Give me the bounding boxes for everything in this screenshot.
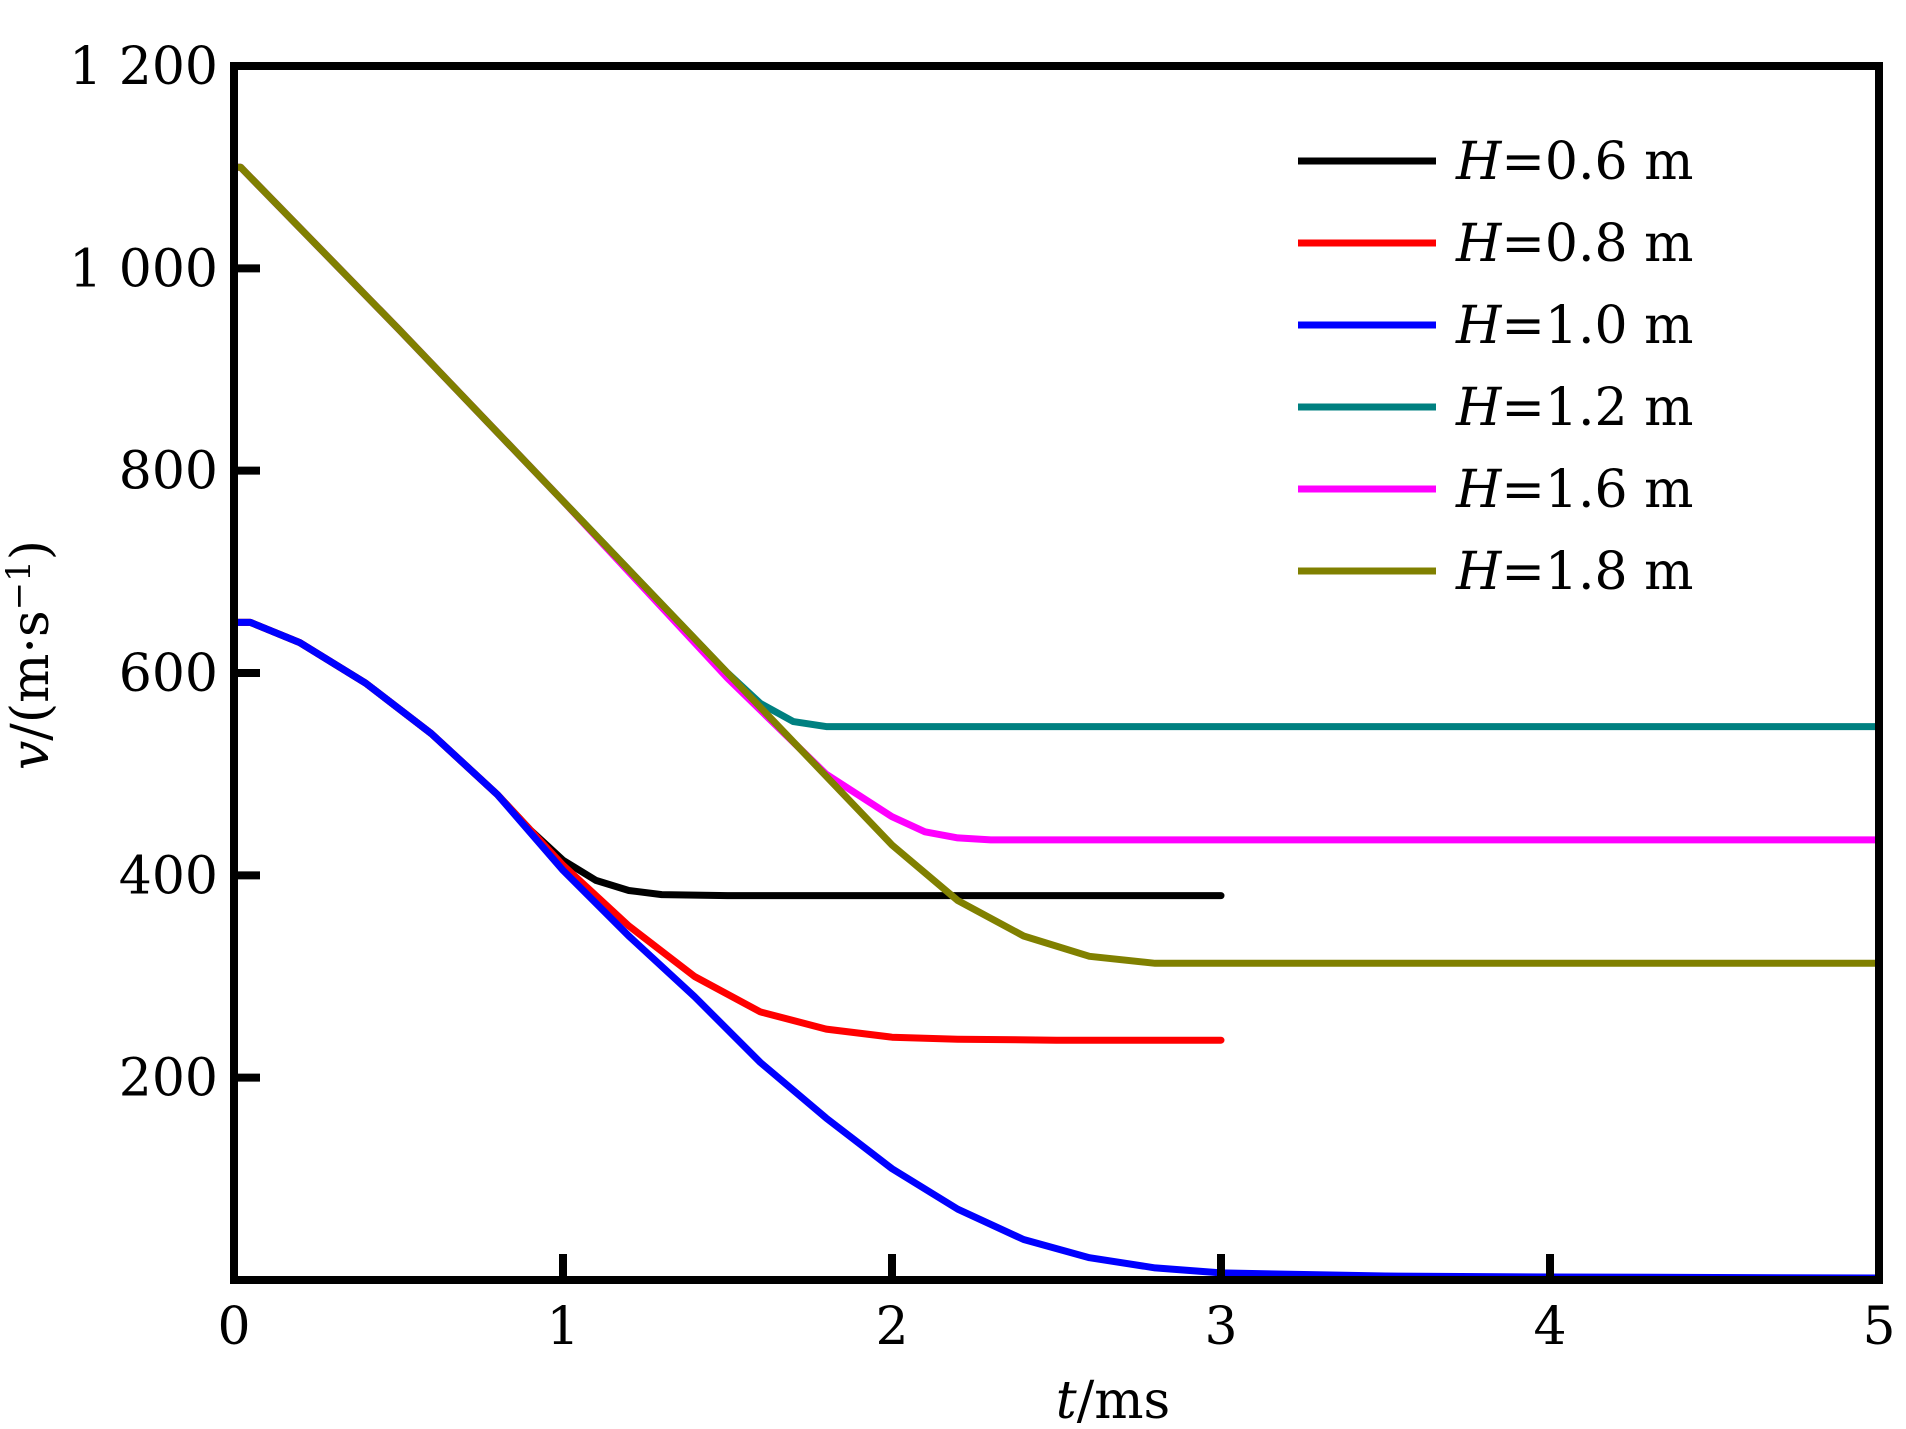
legend-value: =0.8 m bbox=[1501, 214, 1693, 274]
legend-label-5: H=1.6 m bbox=[1455, 460, 1693, 520]
series-line-6 bbox=[234, 163, 1879, 967]
y-tick-label: 400 bbox=[119, 846, 218, 906]
legend-value: =1.8 m bbox=[1501, 542, 1693, 602]
y-axis-unit-prefix: /(m·s bbox=[1, 610, 61, 740]
x-tick-label: 1 bbox=[546, 1297, 579, 1357]
x-tick-label: 2 bbox=[875, 1297, 908, 1357]
y-tick-label: 800 bbox=[119, 442, 218, 502]
legend-variable: H bbox=[1455, 460, 1503, 520]
x-axis: 0 1 2 3 4 5 bbox=[217, 1254, 1896, 1357]
y-axis-unit-exponent: −1 bbox=[0, 560, 39, 610]
y-tick-label: 1 200 bbox=[69, 37, 218, 97]
legend-variable: H bbox=[1455, 132, 1503, 192]
y-axis: 200 400 600 800 1 000 1 200 bbox=[69, 37, 260, 1109]
legend-value: =1.0 m bbox=[1501, 296, 1693, 356]
y-tick-label: 200 bbox=[119, 1049, 218, 1109]
x-axis-unit: /ms bbox=[1077, 1371, 1171, 1429]
x-tick-label: 0 bbox=[217, 1297, 250, 1357]
series-layer bbox=[234, 163, 1879, 1280]
legend-variable: H bbox=[1455, 296, 1503, 356]
legend-variable: H bbox=[1455, 214, 1503, 274]
legend-value: =1.6 m bbox=[1501, 460, 1693, 520]
legend-variable: H bbox=[1455, 378, 1503, 438]
y-axis-title: v/(m·s−1) bbox=[0, 540, 61, 770]
y-axis-unit-suffix: ) bbox=[1, 540, 61, 560]
legend-label-6: H=1.8 m bbox=[1455, 542, 1693, 602]
x-tick-label: 3 bbox=[1204, 1297, 1237, 1357]
y-axis-variable: v bbox=[1, 741, 61, 770]
legend-label-2: H=0.8 m bbox=[1455, 214, 1693, 274]
x-axis-title: t/ms bbox=[1056, 1371, 1170, 1429]
y-tick-label: 600 bbox=[119, 644, 218, 704]
series-line-2 bbox=[234, 618, 1225, 1044]
legend-value: =1.2 m bbox=[1501, 378, 1693, 438]
legend-label-3: H=1.0 m bbox=[1455, 296, 1693, 356]
legend-variable: H bbox=[1455, 542, 1503, 602]
legend-label-1: H=0.6 m bbox=[1455, 132, 1693, 192]
series-line-1 bbox=[234, 618, 1225, 900]
x-tick-label: 4 bbox=[1533, 1297, 1566, 1357]
legend: H=0.6 mH=0.8 mH=1.0 mH=1.2 mH=1.6 mH=1.8… bbox=[1298, 132, 1693, 602]
x-tick-label: 5 bbox=[1862, 1297, 1895, 1357]
series-line-3 bbox=[234, 618, 1879, 1280]
legend-value: =0.6 m bbox=[1501, 132, 1693, 192]
legend-label-4: H=1.2 m bbox=[1455, 378, 1693, 438]
x-axis-variable: t bbox=[1056, 1371, 1077, 1429]
y-tick-label: 1 000 bbox=[69, 239, 218, 299]
